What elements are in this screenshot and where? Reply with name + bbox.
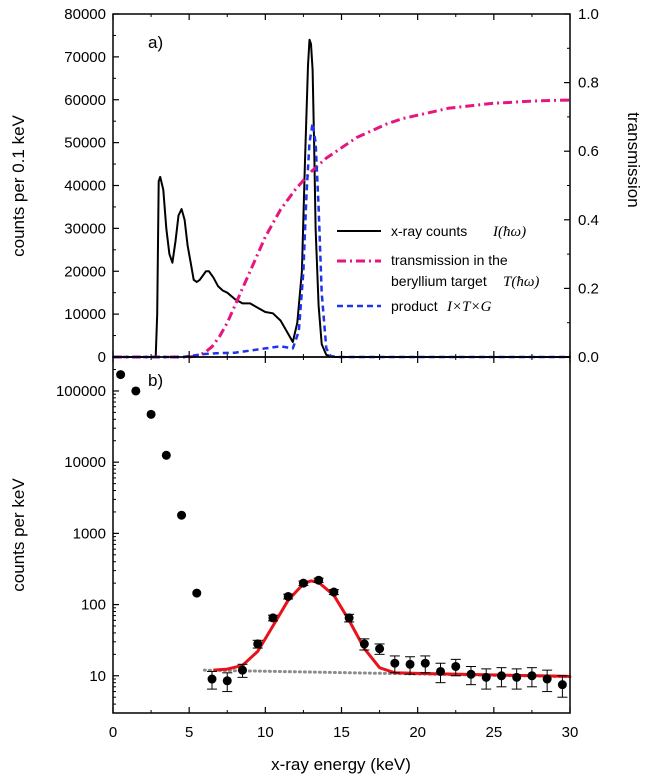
panel-a-ytick-label: 30000: [64, 220, 106, 237]
data-point: [268, 613, 278, 623]
data-point: [192, 588, 202, 598]
data-point: [344, 613, 354, 623]
data-point: [451, 661, 461, 671]
data-point: [557, 680, 567, 690]
data-point: [512, 672, 522, 682]
panel-b: 10 100 1000 10000 100000 0 5 10 15 20 25 30 b) coun…: [9, 356, 579, 774]
data-point: [237, 665, 247, 675]
panel-a-ytick-label: 10000: [64, 306, 106, 323]
data-point: [390, 658, 400, 668]
panel-b-ylabel: counts per keV: [9, 478, 28, 592]
panel-a-ytick-label: 0: [98, 349, 106, 366]
legend-label-transmission: transmission in the: [391, 252, 508, 268]
x-tick-label: 25: [485, 724, 502, 741]
data-point: [298, 578, 308, 588]
series-line-transmission: [113, 98, 571, 359]
data-point: [405, 659, 415, 669]
panel-a-y2tick-label: 0.6: [578, 143, 599, 160]
legend-label-transmission-2: beryllium target: [391, 273, 487, 289]
legend-math-counts: I(ħω): [492, 224, 526, 240]
x-tick-label: 15: [333, 724, 350, 741]
legend-math-product: I×T×G: [446, 299, 492, 315]
panel-a-ytick-label: 80000: [64, 6, 106, 23]
x-tick-label: 0: [109, 724, 117, 741]
data-point: [116, 370, 126, 380]
panel-a-ytick-label: 40000: [64, 178, 106, 195]
series-line-counts: [113, 38, 570, 358]
panel-b-ytick-label: 10000: [64, 454, 106, 471]
data-point: [161, 450, 171, 460]
panel-a-series: [113, 38, 571, 359]
data-point: [146, 409, 156, 419]
panel-a-y2tick-label: 0.0: [578, 349, 599, 366]
data-point: [222, 676, 232, 686]
data-point: [375, 644, 385, 654]
x-tick-label: 5: [185, 724, 193, 741]
x-tick-label: 30: [562, 724, 579, 741]
data-point: [314, 575, 324, 585]
legend: x-ray counts I(ħω) transmission in the b…: [337, 223, 539, 315]
panel-a-y2tick-label: 0.2: [578, 280, 599, 297]
panel-a-ytick-label: 50000: [64, 135, 106, 152]
panel-b-ticks: 10 100 1000 10000 100000 0 5 10 15 20 25 30: [56, 356, 579, 741]
legend-math-transmission: T(ħω): [503, 274, 539, 290]
data-point: [177, 510, 187, 520]
panel-b-ytick-label: 1000: [73, 525, 106, 542]
data-point: [542, 674, 552, 684]
data-point: [481, 672, 491, 682]
data-point: [496, 671, 506, 681]
panel-b-series: [116, 370, 572, 698]
legend-label-product: product: [391, 298, 438, 314]
panel-b-frame: [112, 356, 571, 714]
panel-a-ytick-label: 60000: [64, 92, 106, 109]
panel-a-ytick-label: 70000: [64, 49, 106, 66]
x-tick-label: 20: [409, 724, 426, 741]
panel-a-y2tick-label: 0.4: [578, 212, 599, 229]
data-point: [329, 587, 339, 597]
x-axis-title: x-ray energy (keV): [271, 755, 411, 774]
panel-a-y2tick-label: 0.8: [578, 75, 599, 92]
x-tick-label: 10: [257, 724, 274, 741]
panel-b-ytick-label: 10: [89, 668, 106, 685]
panel-b-ytick-label: 100000: [56, 383, 106, 400]
panel-a: 0 10000 20000 30000 40000 50000 60000 70000 8000…: [9, 6, 643, 366]
data-point: [527, 671, 537, 681]
data-point: [283, 591, 293, 601]
data-point: [131, 386, 141, 396]
data-point: [253, 639, 263, 649]
panel-b-label: b): [148, 371, 163, 390]
data-point: [207, 674, 217, 684]
data-point: [420, 658, 430, 668]
panel-a-ylabel: counts per 0.1 keV: [9, 114, 28, 256]
panel-a-ytick-label: 20000: [64, 263, 106, 280]
legend-label-counts: x-ray counts: [391, 223, 467, 239]
panel-a-y2label: transmission: [624, 112, 643, 207]
data-point: [436, 666, 446, 676]
data-point: [359, 639, 369, 649]
panel-b-ytick-label: 100: [81, 597, 106, 614]
data-point: [466, 669, 476, 679]
series-line-product: [113, 122, 570, 359]
panel-a-y2tick-label: 1.0: [578, 6, 599, 23]
panel-a-label: a): [148, 33, 163, 52]
panel-a-ticks: 0 10000 20000 30000 40000 50000 60000 70000 8000…: [64, 6, 599, 366]
